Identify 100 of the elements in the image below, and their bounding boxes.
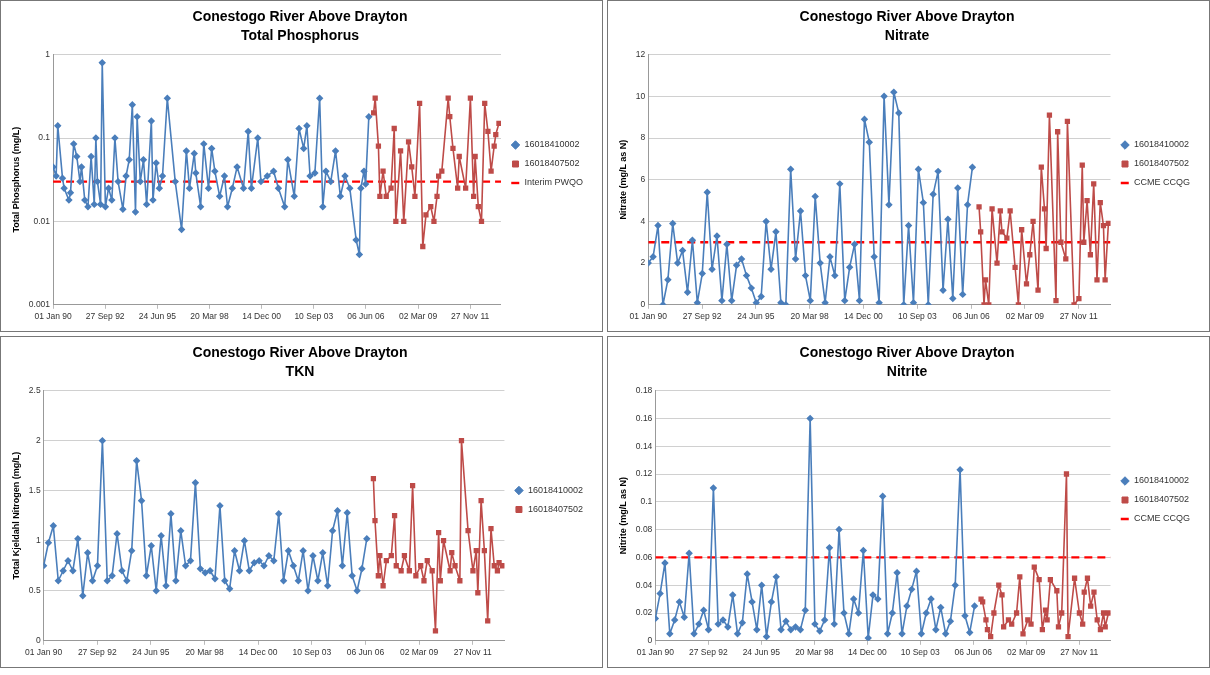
point <box>1013 610 1020 616</box>
chart-title: Conestogo River Above Drayton <box>192 344 408 361</box>
point <box>457 578 463 584</box>
y-tick-label: 0.04 <box>635 579 653 590</box>
point <box>436 173 442 179</box>
y-tick-label: 0 <box>640 299 646 310</box>
point <box>429 568 435 574</box>
point <box>1091 589 1097 595</box>
point <box>420 243 426 250</box>
y-tick-label: 1 <box>35 535 41 546</box>
point <box>1046 112 1053 118</box>
x-tick-label: 14 Dec 00 <box>242 311 282 322</box>
point <box>1059 610 1065 616</box>
point <box>1080 621 1086 627</box>
point <box>1039 627 1046 633</box>
y-tick-label: 0.18 <box>635 384 653 395</box>
point <box>473 548 479 554</box>
point <box>1094 617 1100 623</box>
point <box>418 563 424 569</box>
y-tick-label: 0.16 <box>635 412 653 423</box>
point <box>1017 574 1023 580</box>
point <box>1041 206 1048 212</box>
x-tick-label: 24 Jun 95 <box>737 311 775 322</box>
point <box>1023 281 1030 287</box>
y-tick-label: 6 <box>640 174 646 185</box>
x-tick-label: 24 Jun 95 <box>742 647 781 658</box>
x-tick-label: 06 Jun 06 <box>952 311 991 322</box>
legend-label: 16018407502 <box>527 503 583 514</box>
x-tick-label: 02 Mar 09 <box>398 311 438 322</box>
ref-line-label: Interim PWQO <box>524 177 584 188</box>
point <box>428 204 434 210</box>
x-tick-label: 14 Dec 00 <box>238 647 278 658</box>
x-tick-label: 20 Mar 98 <box>190 311 229 322</box>
point <box>456 153 462 160</box>
point <box>401 553 408 559</box>
point <box>1088 603 1094 609</box>
point <box>375 143 382 149</box>
point <box>980 599 986 605</box>
point <box>1058 239 1064 245</box>
point <box>1065 633 1071 640</box>
y-tick-label: 0.01 <box>33 215 51 226</box>
point <box>383 558 390 564</box>
point <box>412 193 418 199</box>
legend-label: 16018407502 <box>1134 494 1190 505</box>
point <box>449 550 455 556</box>
point <box>1071 575 1078 581</box>
point <box>1084 575 1091 581</box>
point <box>388 185 394 191</box>
point <box>432 628 439 634</box>
y-tick-label: 0 <box>647 635 653 646</box>
y-tick-label: 0.06 <box>635 551 653 562</box>
legend-label: 16018410002 <box>1134 139 1190 150</box>
point <box>482 100 488 107</box>
point <box>463 185 469 191</box>
point <box>983 617 989 623</box>
point <box>478 218 485 225</box>
point <box>1079 162 1085 168</box>
x-tick-label: 01 Jan 90 <box>636 647 675 658</box>
y-axis-title: Nitrate (mg/L as N) <box>617 139 628 220</box>
point <box>1020 631 1026 637</box>
point <box>496 120 501 126</box>
point <box>984 627 991 633</box>
y-tick-label: 0.5 <box>28 585 41 596</box>
point <box>445 95 451 101</box>
y-axis-title: Nitrite (mg/L as N) <box>617 477 628 555</box>
chart-title: Conestogo River Above Drayton <box>799 344 1015 361</box>
point <box>398 568 404 574</box>
point <box>982 277 989 283</box>
point <box>978 229 984 235</box>
point <box>1031 564 1037 570</box>
x-tick-label: 27 Nov 11 <box>453 647 493 658</box>
point <box>372 95 378 101</box>
point <box>437 578 443 584</box>
x-tick-label: 20 Mar 98 <box>795 647 834 658</box>
point <box>447 114 453 120</box>
point <box>409 483 416 489</box>
x-tick-label: 20 Mar 98 <box>185 647 224 658</box>
x-tick-label: 27 Nov 11 <box>451 311 490 322</box>
point <box>485 128 491 135</box>
x-tick-label: 10 Sep 03 <box>897 311 937 322</box>
point <box>1036 577 1042 583</box>
point <box>1100 222 1107 229</box>
point <box>494 568 501 574</box>
point <box>1043 245 1049 252</box>
point <box>1028 621 1034 627</box>
x-tick-label: 06 Jun 06 <box>954 647 993 658</box>
legend-label: CCME CCQG <box>1134 177 1190 188</box>
y-tick-label: 10 <box>635 90 646 101</box>
point <box>405 139 412 145</box>
point <box>996 582 1002 588</box>
y-tick-label: 12 <box>635 48 646 59</box>
point <box>488 168 494 174</box>
point <box>1055 624 1062 630</box>
x-tick-label: 06 Jun 06 <box>347 311 385 322</box>
x-tick-label: 01 Jan 90 <box>34 311 73 322</box>
y-tick-label: 2.5 <box>28 384 41 395</box>
x-tick-label: 01 Jan 90 <box>24 647 63 658</box>
point <box>491 563 497 569</box>
legend-label: 16018410002 <box>527 484 583 495</box>
x-tick-label: 20 Mar 98 <box>790 311 830 322</box>
